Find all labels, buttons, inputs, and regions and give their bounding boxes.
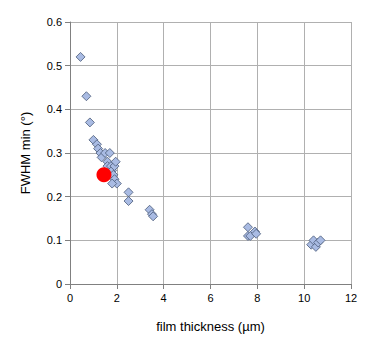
svg-text:10: 10 — [298, 292, 310, 304]
svg-text:8: 8 — [254, 292, 260, 304]
svg-text:0.1: 0.1 — [47, 234, 62, 246]
svg-text:0: 0 — [67, 292, 73, 304]
svg-text:0.2: 0.2 — [47, 191, 62, 203]
svg-text:FWHM min (°): FWHM min (°) — [18, 112, 33, 194]
svg-text:0.4: 0.4 — [47, 103, 62, 115]
svg-text:film thickness (µm): film thickness (µm) — [156, 319, 265, 334]
svg-text:4: 4 — [161, 292, 167, 304]
svg-text:6: 6 — [207, 292, 213, 304]
svg-text:12: 12 — [345, 292, 357, 304]
svg-text:0: 0 — [56, 278, 62, 290]
svg-text:0.3: 0.3 — [47, 147, 62, 159]
svg-text:2: 2 — [114, 292, 120, 304]
svg-text:0.6: 0.6 — [47, 16, 62, 28]
svg-text:0.5: 0.5 — [47, 60, 62, 72]
